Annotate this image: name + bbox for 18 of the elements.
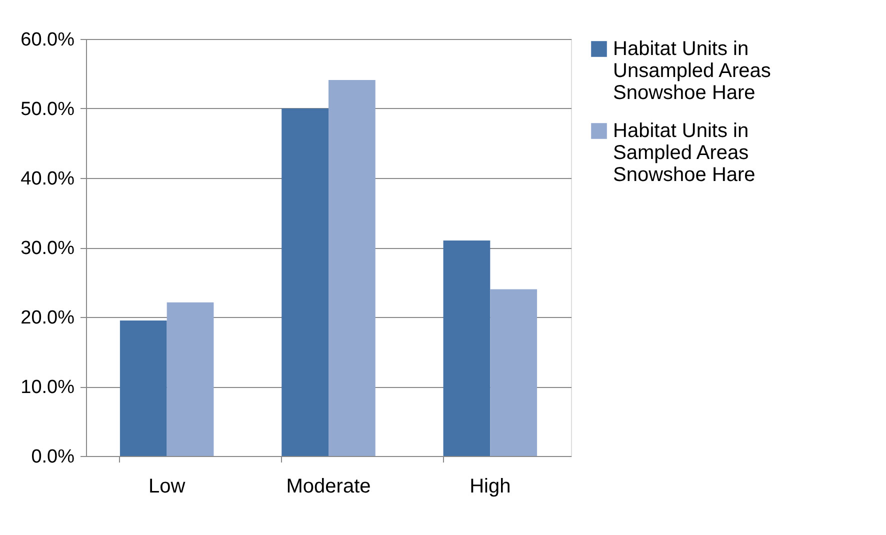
bar bbox=[120, 320, 167, 456]
y-tick-label: 60.0% bbox=[20, 30, 75, 50]
legend-label: Habitat Units in Unsampled Areas Snowshoe Hare bbox=[613, 38, 771, 104]
y-tick-label: 30.0% bbox=[20, 238, 75, 259]
bar bbox=[282, 108, 328, 456]
x-tick-label: Low bbox=[148, 476, 186, 498]
y-tick-label: 0.0% bbox=[31, 446, 75, 468]
x-tick-label: Moderate bbox=[286, 476, 371, 498]
y-tick-label: 20.0% bbox=[20, 308, 75, 328]
y-tick-label: 40.0% bbox=[20, 168, 75, 190]
bar bbox=[328, 80, 376, 456]
bar bbox=[490, 289, 538, 456]
bar bbox=[166, 302, 214, 456]
y-tick-label: 10.0% bbox=[20, 377, 75, 398]
bar bbox=[443, 240, 490, 456]
legend-label: Habitat Units in Sampled Areas Snowshoe Hare bbox=[613, 120, 756, 186]
x-tick-label: High bbox=[470, 476, 511, 498]
y-tick-label: 50.0% bbox=[20, 99, 75, 120]
